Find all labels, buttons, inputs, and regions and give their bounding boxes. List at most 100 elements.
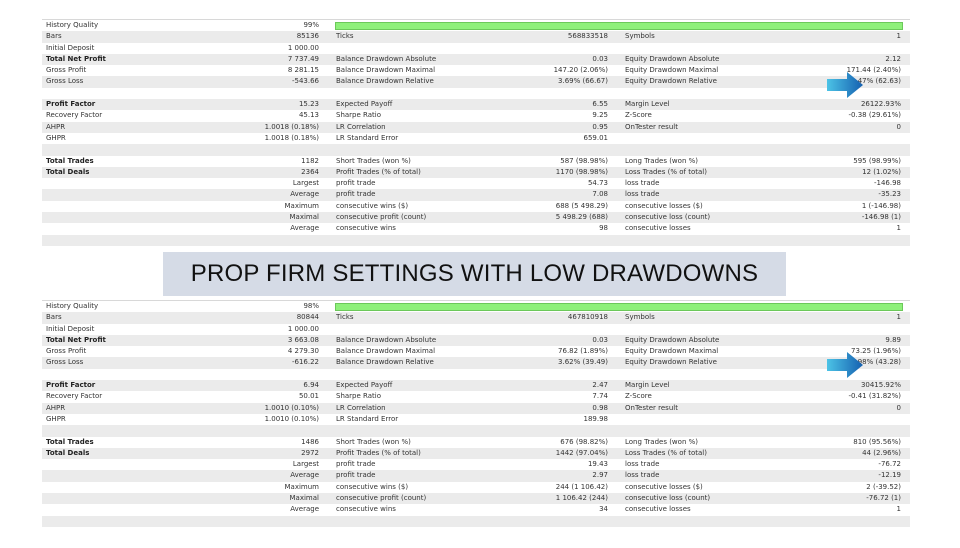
cell-value: 467810918 [567,313,608,322]
cell-label: Total Trades [46,437,94,446]
cell-label: Equity Drawdown Absolute [625,335,720,344]
cell-label: Margin Level [625,381,670,390]
table-row: Average consecutive wins 34 consecutive los… [42,504,910,515]
cell-label: consecutive wins ($) [336,482,409,491]
cell-label: Sharpe Ratio [336,392,381,401]
cell-value: Average [290,505,319,514]
table-row: Average profit trade 7.08 loss trade -35.23 [42,189,910,201]
cell-label: Profit Trades (% of total) [336,167,421,176]
cell-value: 1 106.42 (244) [555,494,608,503]
cell-label: Profit Factor [46,381,96,390]
cell-value: 73.25 (1.96%) [851,347,901,356]
cell-value: 99% [303,21,319,29]
cell-label: profit trade [336,179,376,188]
cell-label: Total Trades [46,156,94,165]
cell-label: loss trade [625,190,660,199]
cell-label: Ticks [336,32,354,41]
cell-value: 44 (2.96%) [862,448,901,457]
cell-value: 147.20 (2.06%) [553,66,608,75]
cell-value: -76.72 (1) [866,494,901,503]
cell-value: 810 (95.56%) [853,437,901,446]
cell-value: 688 (5 498.29) [555,201,608,210]
cell-label: Gross Loss [46,358,84,367]
cell-label: consecutive profit (count) [336,494,427,503]
cell-value: 6.94 [303,381,319,390]
cell-label: Bars [46,313,62,322]
cell-value: -543.66 [291,77,319,86]
table-row: Total Net Profit 3 663.08 Balance Drawdown… [42,334,910,347]
cell-value: 50.01 [298,392,319,401]
cell-value: -146.98 (1) [861,213,901,222]
cell-label: Z-Score [625,111,652,120]
cell-label: GHPR [46,133,66,142]
table-row: Average consecutive wins 98 consecutive los… [42,223,910,234]
cell-value: 7.08 [592,190,608,199]
cell-value: 6.55 [592,100,608,109]
cell-value: 9.25 [592,111,608,120]
cell-label: Initial Deposit [46,324,95,333]
cell-value: 0.03 [592,54,608,63]
table-row: Total Deals 2364 Profit Trades (% of total… [42,166,910,179]
cell-label: profit trade [336,460,376,469]
cell-label: Total Net Profit [46,54,106,63]
cell-value: -0.41 (31.82%) [848,392,902,401]
cell-value: 7 737.49 [287,54,319,63]
cell-label: Symbols [625,313,655,322]
cell-value: -0.38 (29.61%) [848,111,902,120]
cell-value: 8 281.15 [287,66,319,75]
cell-value: 4 279.30 [287,347,319,356]
cell-value: 7.74 [592,392,608,401]
cell-label: consecutive wins [336,505,396,514]
cell-label: History Quality [46,21,99,29]
cell-label: Equity Drawdown Relative [625,77,717,86]
cell-value: -76.72 [878,460,901,469]
table-row: Recovery Factor 45.13 Sharpe Ratio 9.25 Z-Sc… [42,110,910,121]
table-row: Largest profit trade 19.43 loss trade -76.72 [42,459,910,470]
cell-value: Largest [292,460,319,469]
cell-value: Maximum [284,482,320,491]
arrow-right-icon [827,352,863,378]
table-row: Total Net Profit 7 737.49 Balance Drawdown… [42,53,910,66]
table-row: AHPR 1.0010 (0.10%) LR Correlation 0.98 OnTe… [42,402,910,414]
cell-value: 0 [896,122,901,131]
cell-value: 3.98% (43.28) [851,358,901,367]
cell-value: -616.22 [291,358,319,367]
cell-label: Short Trades (won %) [336,156,411,165]
cell-value: 19.43 [587,460,608,469]
table-row [42,234,910,246]
cell-value: 12 (1.02%) [862,167,901,176]
cell-value: Maximum [284,201,320,210]
cell-value: 34 [599,505,608,514]
cell-value: 85136 [296,32,319,41]
cell-label: Equity Drawdown Absolute [625,54,720,63]
table-row: Profit Factor 6.94 Expected Payoff 2.47 Marg… [42,380,910,392]
cell-label: Equity Drawdown Relative [625,358,717,367]
cell-value: 45.13 [298,111,319,120]
cell-label: LR Correlation [336,122,386,131]
cell-value: 1486 [301,437,319,446]
table-row: Initial Deposit 1 000.00 [42,324,910,335]
cell-value: 568833518 [567,32,608,41]
cell-value: 587 (98.98%) [560,156,608,165]
cell-label: GHPR [46,414,66,423]
cell-value: 0.95 [592,122,608,131]
table-row: Total Deals 2972 Profit Trades (% of total… [42,447,910,460]
banner-title: PROP FIRM SETTINGS WITH LOW DRAWDOWNS [163,252,786,296]
cell-value: 2.47 [592,381,608,390]
cell-label: AHPR [46,403,66,412]
cell-label: loss trade [625,179,660,188]
cell-label: LR Standard Error [336,414,399,423]
cell-value: 3.47% (62.63) [851,77,901,86]
cell-label: Balance Drawdown Relative [336,358,434,367]
cell-label: consecutive profit (count) [336,213,427,222]
cell-label: Loss Trades (% of total) [625,448,707,457]
table-row [42,88,910,99]
table-row: Total Trades 1486 Short Trades (won %) 676 … [42,437,910,448]
cell-label: Total Deals [46,167,90,176]
cell-value: 3.69% (66.67) [558,77,608,86]
cell-value: 1 [896,224,901,233]
cell-value: 244 (1 106.42) [555,482,608,491]
cell-label: Loss Trades (% of total) [625,167,707,176]
table-row [42,515,910,527]
table-row [42,425,910,437]
